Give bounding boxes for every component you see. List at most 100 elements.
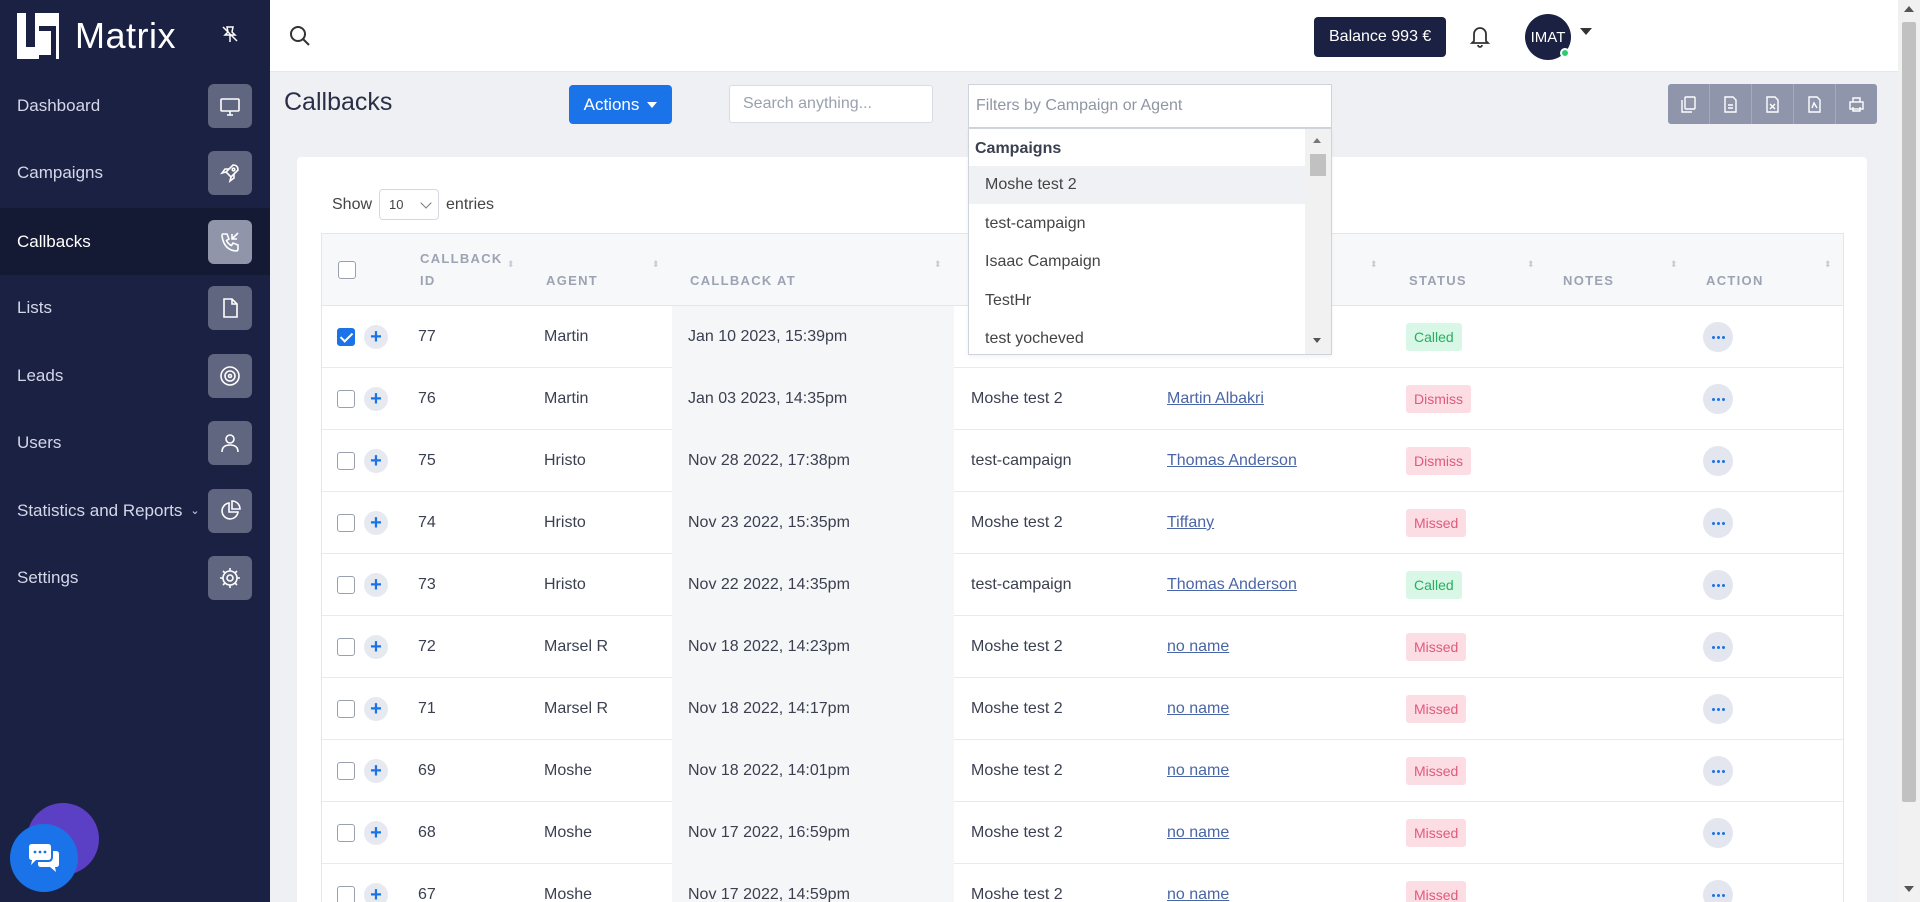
expand-row-icon[interactable]: + — [364, 697, 388, 721]
logo[interactable]: Matrix — [0, 0, 270, 72]
sidebar-item-users[interactable]: Users — [0, 409, 270, 476]
row-select-cell — [337, 678, 355, 740]
table-row[interactable]: +76 Martin Jan 03 2023, 14:35pm Moshe test … — [322, 368, 1843, 430]
lead-link[interactable]: no name — [1167, 638, 1230, 655]
chat-button[interactable] — [10, 824, 78, 892]
row-checkbox[interactable] — [337, 452, 355, 470]
lead-link[interactable]: no name — [1167, 886, 1230, 902]
sidebar-item-callbacks[interactable]: Callbacks — [0, 208, 270, 275]
table-row[interactable]: +68 Moshe Nov 17 2022, 16:59pm Moshe test 2… — [322, 802, 1843, 864]
expand-row-icon[interactable]: + — [364, 511, 388, 535]
scroll-down-arrow[interactable] — [1313, 338, 1321, 343]
row-select-cell — [337, 616, 355, 678]
row-checkbox[interactable] — [337, 638, 355, 656]
more-options-icon[interactable] — [1703, 508, 1733, 538]
campaign-agent-filter-input[interactable] — [968, 84, 1332, 128]
expand-row-icon[interactable]: + — [364, 821, 388, 845]
csv-button[interactable] — [1710, 84, 1752, 124]
more-options-icon[interactable] — [1703, 384, 1733, 414]
row-checkbox[interactable] — [337, 762, 355, 780]
table-row[interactable]: +74 Hristo Nov 23 2022, 15:35pm Moshe test … — [322, 492, 1843, 554]
table-row[interactable]: +75 Hristo Nov 28 2022, 17:38pm test-campai… — [322, 430, 1843, 492]
lead-link[interactable]: no name — [1167, 700, 1230, 717]
expand-row-icon[interactable]: + — [364, 635, 388, 659]
sidebar-item-statistics-and-reports[interactable]: Statistics and Reports ⌄ — [0, 477, 270, 544]
scroll-down-arrow[interactable] — [1904, 886, 1914, 892]
sidebar-item-label: Leads — [17, 365, 64, 385]
sidebar-item-leads[interactable]: Leads — [0, 342, 270, 409]
expand-row-icon[interactable]: + — [364, 387, 388, 411]
sidebar-item-dashboard[interactable]: Dashboard — [0, 72, 270, 139]
table-row[interactable]: +67 Moshe Nov 17 2022, 14:59pm Moshe test 2… — [322, 864, 1843, 902]
lead-link[interactable]: no name — [1167, 762, 1230, 779]
expand-row-icon[interactable]: + — [364, 759, 388, 783]
actions-button[interactable]: Actions — [569, 85, 672, 124]
lead-link[interactable]: no name — [1167, 824, 1230, 841]
more-options-icon[interactable] — [1703, 446, 1733, 476]
sidebar-item-settings[interactable]: Settings — [0, 544, 270, 611]
sidebar-item-campaigns[interactable]: Campaigns — [0, 139, 270, 206]
more-options-icon[interactable] — [1703, 756, 1733, 786]
sidebar-item-lists[interactable]: Lists — [0, 274, 270, 341]
header-agent[interactable]: AGENT — [546, 273, 598, 288]
table-row[interactable]: +73 Hristo Nov 22 2022, 14:35pm test-campai… — [322, 554, 1843, 616]
action-cell — [1703, 864, 1733, 902]
search-input[interactable] — [729, 85, 933, 123]
dropdown-option[interactable]: test-campaign — [985, 214, 1086, 232]
scroll-up-arrow[interactable] — [1904, 6, 1914, 12]
copy-button[interactable] — [1668, 84, 1710, 124]
lead-link[interactable]: Thomas Anderson — [1167, 452, 1297, 469]
lead-link[interactable]: Tiffany — [1167, 514, 1215, 531]
more-options-icon[interactable] — [1703, 818, 1733, 848]
more-options-icon[interactable] — [1703, 570, 1733, 600]
row-checkbox[interactable] — [337, 514, 355, 532]
bell-icon[interactable] — [1466, 22, 1494, 50]
row-checkbox[interactable] — [337, 824, 355, 842]
expand-row-icon[interactable]: + — [364, 883, 388, 902]
row-checkbox[interactable] — [337, 886, 355, 902]
scroll-thumb[interactable] — [1902, 22, 1916, 802]
table-row[interactable]: +77 Martin Jan 10 2023, 15:39pm Called — [322, 306, 1843, 368]
pdf-button[interactable] — [1794, 84, 1836, 124]
more-options-icon[interactable] — [1703, 322, 1733, 352]
dropdown-option[interactable]: TestHr — [985, 291, 1032, 309]
search-icon[interactable] — [288, 24, 312, 48]
lead-link[interactable]: Thomas Anderson — [1167, 576, 1297, 593]
dropdown-option[interactable]: test yocheved — [985, 330, 1084, 347]
table-row[interactable]: +71 Marsel R Nov 18 2022, 14:17pm Moshe tes… — [322, 678, 1843, 740]
header-callback-id[interactable]: CALLBACK ID — [420, 248, 503, 292]
print-button[interactable] — [1836, 84, 1877, 124]
expand-row-icon[interactable]: + — [364, 325, 388, 349]
excel-button[interactable] — [1752, 84, 1794, 124]
table-row[interactable]: +69 Moshe Nov 18 2022, 14:01pm Moshe test 2… — [322, 740, 1843, 802]
dropdown-scrollbar[interactable] — [1305, 129, 1331, 354]
header-callback-at[interactable]: CALLBACK AT — [690, 273, 797, 288]
scroll-thumb[interactable] — [1310, 154, 1326, 176]
row-checkbox[interactable] — [337, 576, 355, 594]
more-options-icon[interactable] — [1703, 880, 1733, 902]
table-row[interactable]: +72 Marsel R Nov 18 2022, 14:23pm Moshe tes… — [322, 616, 1843, 678]
lead-link[interactable]: Martin Albakri — [1167, 390, 1264, 407]
scroll-up-arrow[interactable] — [1313, 138, 1321, 143]
row-checkbox[interactable] — [337, 700, 355, 718]
pin-icon[interactable] — [220, 24, 240, 44]
more-options-icon[interactable] — [1703, 632, 1733, 662]
expand-row-icon[interactable]: + — [364, 573, 388, 597]
print-icon — [1849, 96, 1864, 112]
dropdown-option[interactable]: Moshe test 2 — [969, 166, 1315, 204]
row-checkbox[interactable] — [337, 328, 355, 346]
balance-button[interactable]: Balance 993 € — [1314, 17, 1447, 57]
page-scrollbar[interactable] — [1898, 0, 1920, 902]
dropdown-option[interactable]: Isaac Campaign — [985, 253, 1101, 270]
select-all-checkbox[interactable] — [338, 261, 356, 279]
entries-select[interactable]: 10 — [379, 189, 440, 220]
agent-name: Hristo — [544, 452, 586, 469]
more-options-icon[interactable] — [1703, 694, 1733, 724]
chevron-down-icon[interactable] — [1580, 28, 1592, 35]
expand-row-icon[interactable]: + — [364, 449, 388, 473]
action-cell — [1703, 492, 1733, 554]
row-checkbox[interactable] — [337, 390, 355, 408]
header-status[interactable]: STATUS — [1409, 273, 1467, 288]
chevron-down-icon — [420, 196, 432, 209]
header-notes[interactable]: NOTES — [1563, 273, 1615, 288]
